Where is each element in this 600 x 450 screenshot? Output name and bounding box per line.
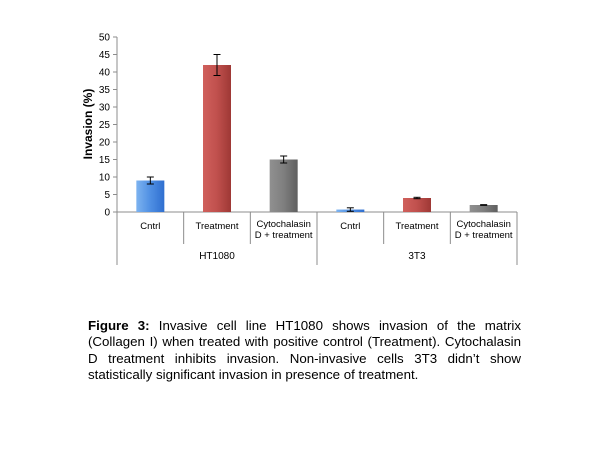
y-tick-label: 10 [99,173,111,184]
y-tick-label: 0 [104,208,110,219]
category-label: D + treatment [455,230,513,241]
category-label: Cntrl [340,221,360,232]
category-label: Cntrl [140,221,160,232]
y-tick-label: 50 [99,33,111,44]
category-label: D + treatment [255,230,313,241]
bar-HT1080-1 [203,65,231,212]
y-axis-title: Invasion (%) [81,89,95,160]
y-tick-label: 45 [99,50,111,61]
caption-text: Invasive cell line HT1080 shows invasion… [88,318,521,383]
category-label: Cytochalasin [256,219,310,230]
bar-3T3-2 [469,205,498,212]
group-label-3T3: 3T3 [408,251,426,262]
y-tick-label: 5 [104,190,110,201]
y-tick-label: 40 [99,68,111,79]
caption-label: Figure 3: [88,318,150,333]
y-tick-label: 15 [99,155,111,166]
y-tick-label: 20 [99,138,111,149]
category-label: Cytochalasin [456,219,510,230]
invasion-bar-chart: Invasion (%) 0 5 10 15 20 25 30 35 40 45 50 Cntrl T… [81,33,518,265]
category-label: Treatment [196,221,239,232]
y-tick-label: 30 [99,103,111,114]
bar-series [136,54,498,212]
bar-HT1080-2 [269,159,298,212]
category-label: Treatment [396,221,439,232]
bar-3T3-1 [403,198,431,212]
group-label-HT1080: HT1080 [199,251,235,262]
bar-HT1080-0 [136,180,165,212]
figure-caption: Figure 3: Invasive cell line HT1080 show… [88,318,521,384]
y-tick-label: 25 [99,120,111,131]
chart-axes: 0 5 10 15 20 25 30 35 40 45 50 [99,33,518,265]
y-tick-label: 35 [99,85,111,96]
